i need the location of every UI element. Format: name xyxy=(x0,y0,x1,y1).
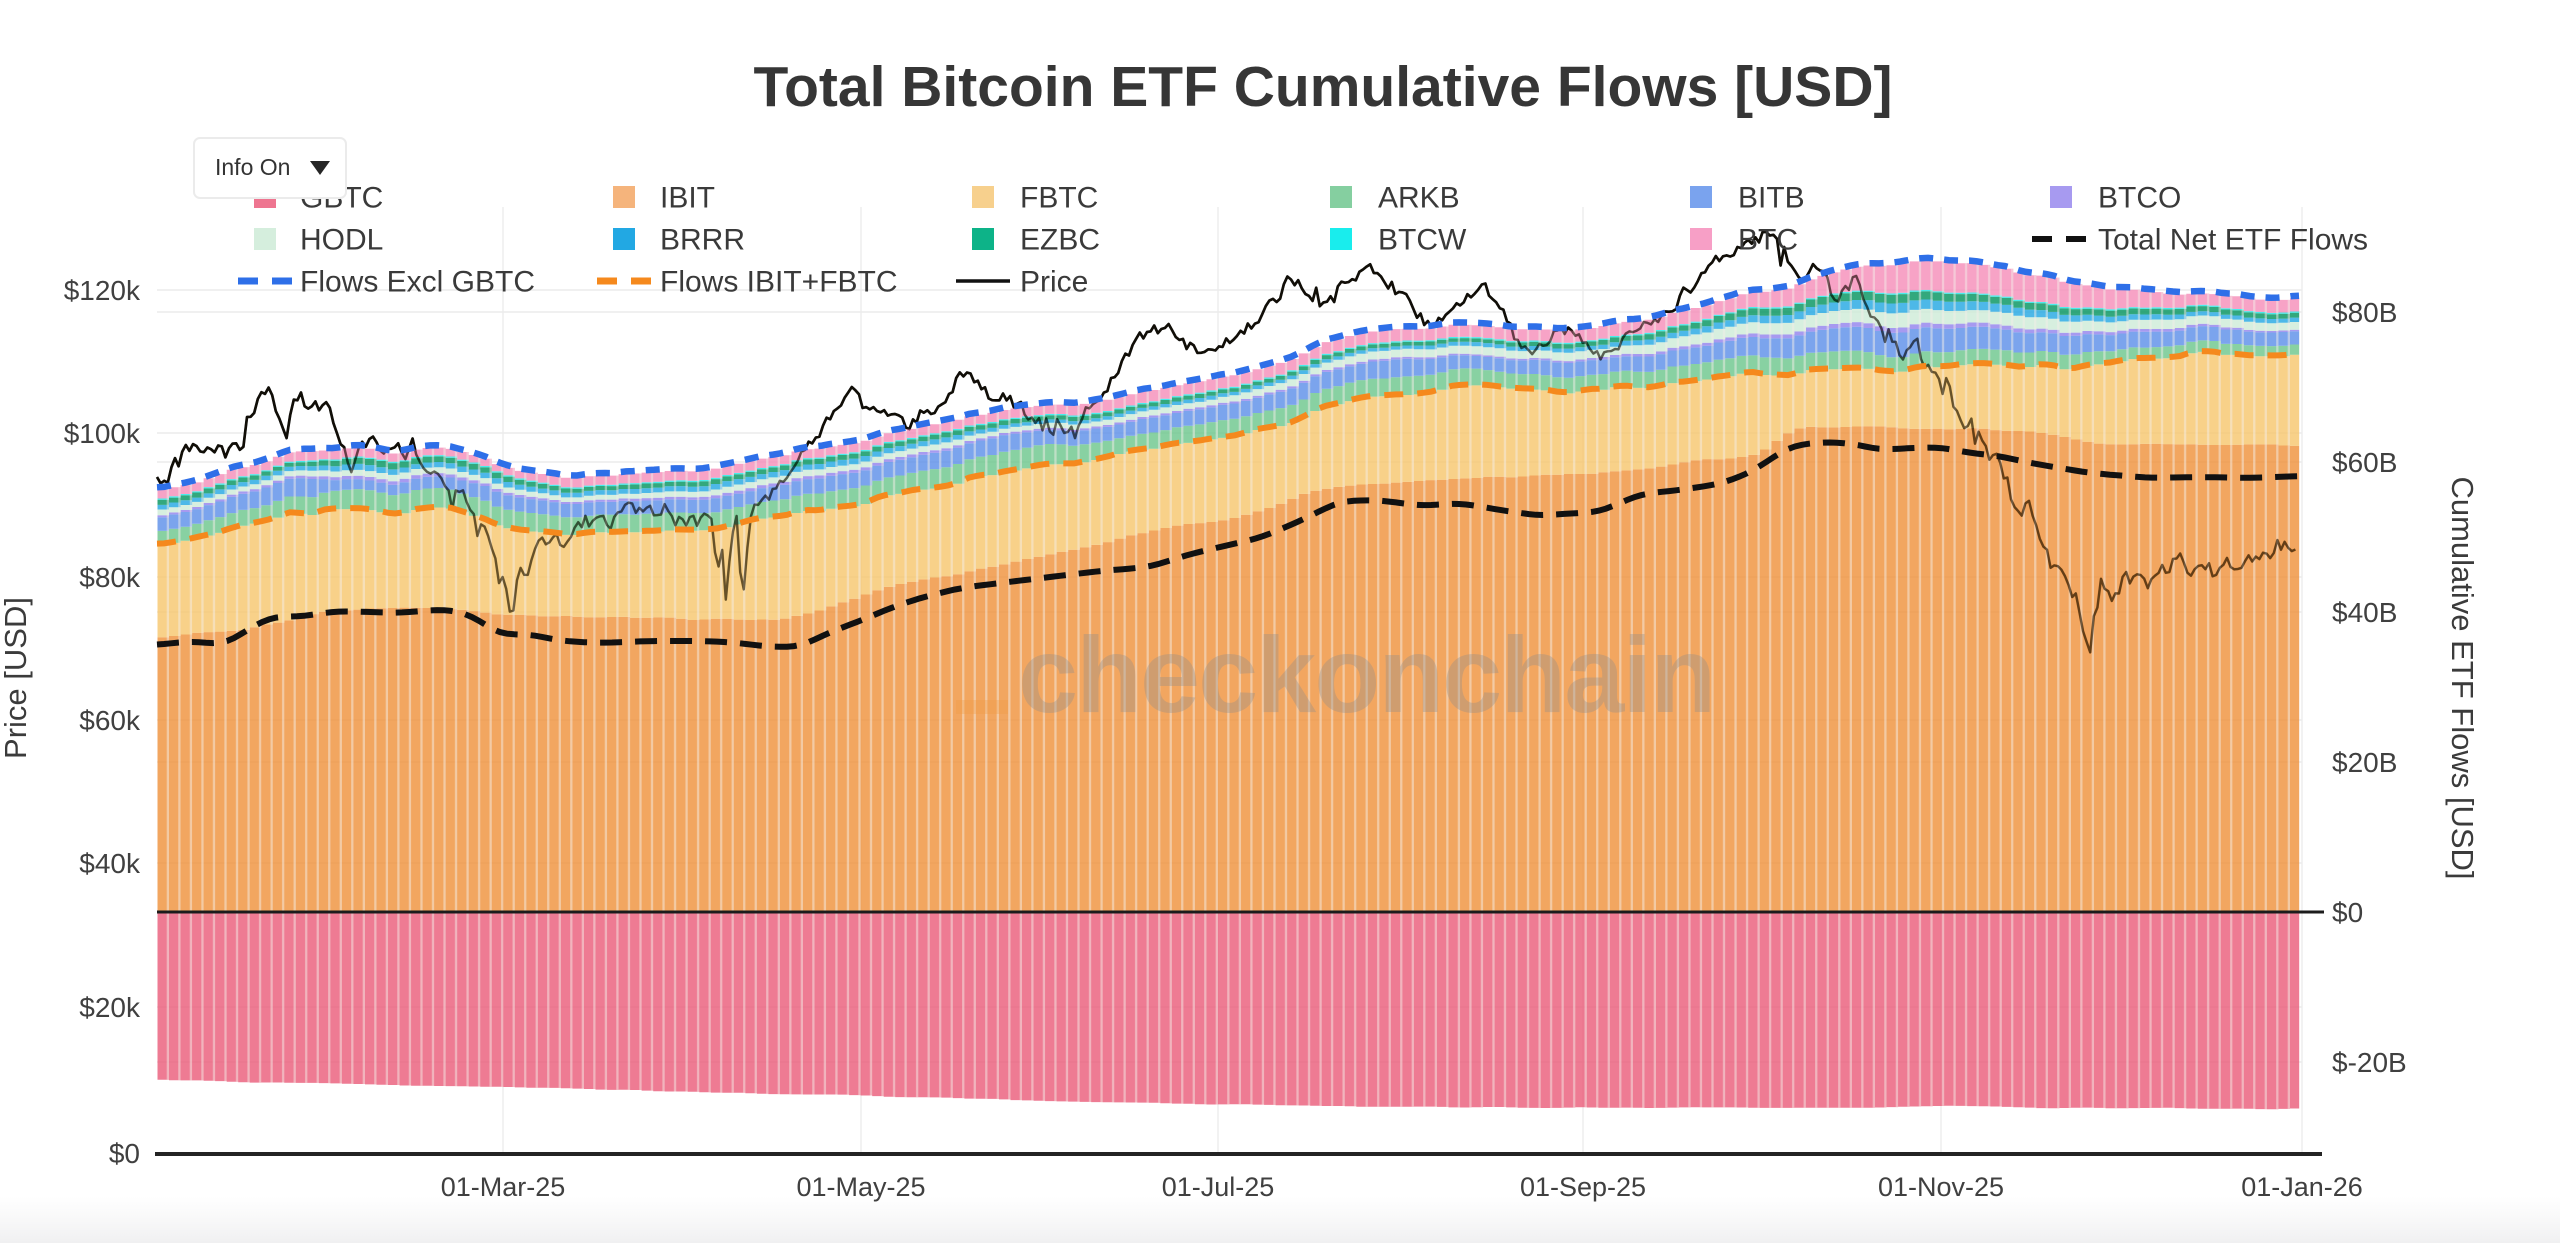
svg-text:01-Jul-25: 01-Jul-25 xyxy=(1162,1172,1275,1202)
svg-text:Cumulative ETF Flows [USD]: Cumulative ETF Flows [USD] xyxy=(2445,476,2480,879)
svg-text:$0: $0 xyxy=(2332,897,2363,928)
svg-text:$100k: $100k xyxy=(64,418,141,449)
svg-text:$40k: $40k xyxy=(79,848,141,879)
svg-text:Info On: Info On xyxy=(215,154,290,180)
svg-text:$20B: $20B xyxy=(2332,747,2397,778)
svg-text:$0: $0 xyxy=(109,1138,140,1169)
svg-text:ARKB: ARKB xyxy=(1378,182,1460,215)
svg-text:01-Mar-25: 01-Mar-25 xyxy=(441,1172,566,1202)
svg-text:$60k: $60k xyxy=(79,705,141,736)
svg-text:Flows IBIT+FBTC: Flows IBIT+FBTC xyxy=(660,266,898,299)
svg-text:BTCW: BTCW xyxy=(1378,224,1467,257)
svg-text:$-20B: $-20B xyxy=(2332,1047,2407,1078)
svg-text:IBIT: IBIT xyxy=(660,182,715,215)
svg-text:$20k: $20k xyxy=(79,992,141,1023)
svg-text:$40B: $40B xyxy=(2332,597,2397,628)
svg-text:Total Bitcoin ETF Cumulative F: Total Bitcoin ETF Cumulative Flows [USD] xyxy=(754,55,1893,119)
svg-text:BTCO: BTCO xyxy=(2098,182,2181,215)
svg-text:Price: Price xyxy=(1020,266,1088,299)
svg-text:$80B: $80B xyxy=(2332,297,2397,328)
svg-text:01-Sep-25: 01-Sep-25 xyxy=(1520,1172,1646,1202)
svg-text:BRRR: BRRR xyxy=(660,224,745,257)
svg-text:01-Nov-25: 01-Nov-25 xyxy=(1878,1172,2004,1202)
svg-text:$120k: $120k xyxy=(64,275,141,306)
svg-text:Flows Excl GBTC: Flows Excl GBTC xyxy=(300,266,535,299)
svg-text:checkonchain: checkonchain xyxy=(1018,614,1714,735)
svg-text:EZBC: EZBC xyxy=(1020,224,1100,257)
svg-text:01-May-25: 01-May-25 xyxy=(796,1172,925,1202)
svg-text:$60B: $60B xyxy=(2332,447,2397,478)
svg-text:Price [USD]: Price [USD] xyxy=(0,597,33,759)
svg-text:BTC: BTC xyxy=(1738,224,1798,257)
svg-text:BITB: BITB xyxy=(1738,182,1805,215)
svg-text:01-Jan-26: 01-Jan-26 xyxy=(2241,1172,2363,1202)
svg-text:HODL: HODL xyxy=(300,224,383,257)
svg-text:FBTC: FBTC xyxy=(1020,182,1098,215)
svg-text:Total Net ETF Flows: Total Net ETF Flows xyxy=(2098,224,2368,257)
svg-text:$80k: $80k xyxy=(79,562,141,593)
